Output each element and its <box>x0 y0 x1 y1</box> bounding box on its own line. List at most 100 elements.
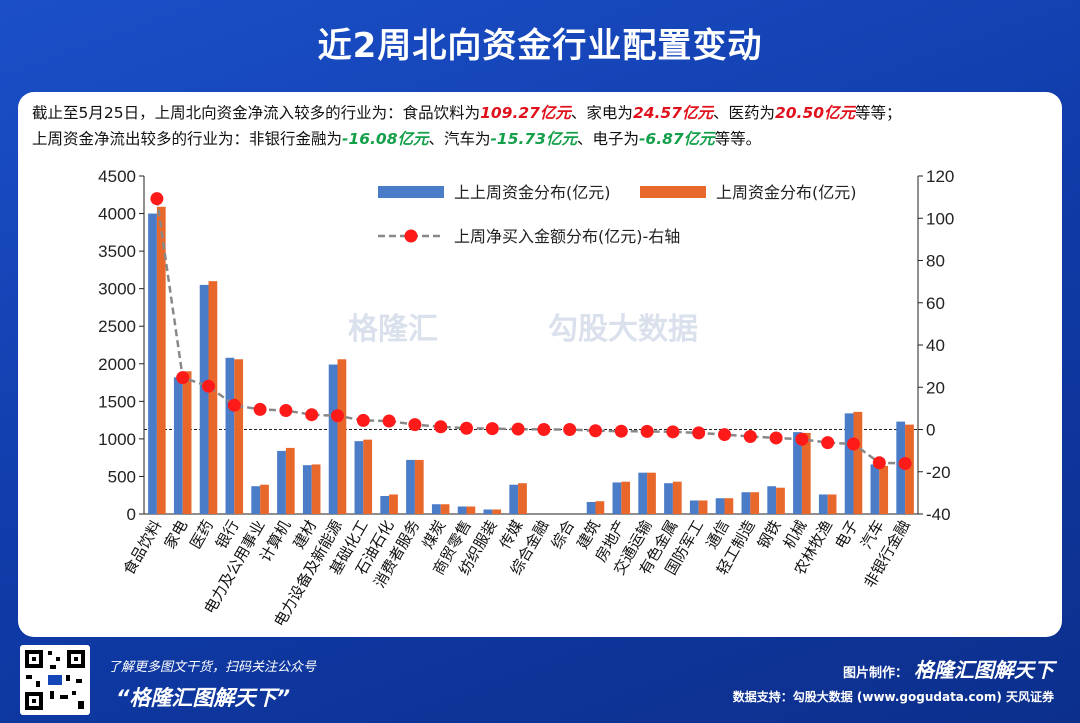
net-buy-point <box>305 408 319 422</box>
category-label: 食品饮料 <box>120 517 166 578</box>
inflow-value-2: 24.57亿元 <box>632 104 713 122</box>
net-buy-point <box>253 402 267 416</box>
summary-text-part: 、医药为 <box>712 104 775 122</box>
net-buy-point <box>202 379 215 393</box>
left-tick-label: 2500 <box>98 317 136 336</box>
outflow-value-2: -15.73亿元 <box>490 130 577 148</box>
net-buy-point <box>795 432 809 446</box>
net-buy-point <box>279 403 293 417</box>
net-buy-point <box>537 423 551 436</box>
legend-label-prev: 上上周资金分布(亿元) <box>454 183 611 202</box>
bar-last-week <box>260 484 269 514</box>
right-tick-label: 120 <box>926 167 954 186</box>
bar-last-week <box>414 459 424 514</box>
bar-last-week <box>724 498 734 514</box>
net-buy-point <box>718 428 731 442</box>
net-buy-point <box>589 424 602 438</box>
category-label: 钢铁 <box>754 517 785 552</box>
category-label: 家电 <box>161 517 192 552</box>
bar-prev-week <box>612 482 622 514</box>
left-tick-label: 4000 <box>98 205 136 224</box>
bar-last-week <box>156 206 166 514</box>
watermark-logo: 格隆汇 <box>348 312 438 347</box>
left-tick-label: 1000 <box>98 430 136 449</box>
summary-line-1: 截止至5月25日，上周北向资金净流入较多的行业为：食品饮料为109.27亿元、家… <box>32 100 1052 126</box>
bar-prev-week <box>741 492 751 514</box>
net-buy-point <box>563 423 577 436</box>
bar-prev-week <box>483 509 493 514</box>
bar-prev-week <box>431 504 441 514</box>
net-buy-point <box>511 422 525 436</box>
bar-last-week <box>827 494 837 514</box>
bar-prev-week <box>664 483 673 514</box>
bar-last-week <box>621 481 631 514</box>
category-label: 医药 <box>186 517 217 552</box>
footer-data-support: 数据支持：勾股大数据 (www.gogudata.com) 天风证券 <box>732 690 1054 704</box>
right-tick-label: 20 <box>926 378 945 397</box>
bar-last-week <box>311 464 321 514</box>
bar-last-week <box>879 465 889 514</box>
legend-swatch-prev <box>378 186 444 198</box>
legend-swatch-dot <box>404 229 418 243</box>
net-buy-point <box>356 413 370 427</box>
bar-prev-week <box>689 500 699 514</box>
legend-label-last: 上周资金分布(亿元) <box>716 183 857 202</box>
left-tick-label: 500 <box>108 467 136 486</box>
bar-last-week <box>518 483 527 514</box>
net-buy-point <box>382 414 396 428</box>
watermark-logo-2: 勾股大数据 <box>548 312 698 347</box>
outflow-value-1: -16.08亿元 <box>342 130 429 148</box>
bar-prev-week <box>638 472 648 514</box>
bar-prev-week <box>225 357 235 514</box>
net-buy-point <box>408 418 422 432</box>
right-tick-label: -40 <box>926 505 951 524</box>
right-tick-label: 80 <box>926 252 945 271</box>
summary-text-part: 、家电为 <box>570 104 633 122</box>
net-buy-point <box>666 425 680 439</box>
net-buy-point <box>227 398 241 412</box>
bar-last-week <box>698 500 708 514</box>
summary-text: 截止至5月25日，上周北向资金净流入较多的行业为：食品饮料为109.27亿元、家… <box>32 100 1052 152</box>
bar-prev-week <box>509 484 519 514</box>
bar-last-week <box>750 492 760 514</box>
summary-text-part: 、电子为 <box>576 130 639 148</box>
net-buy-point <box>460 421 473 435</box>
left-tick-label: 2000 <box>98 355 136 374</box>
legend-label-line: 上周净买入金额分布(亿元)-右轴 <box>454 227 680 246</box>
left-tick-label: 3000 <box>98 280 136 299</box>
net-buy-point <box>331 409 344 423</box>
net-buy-point <box>150 192 164 206</box>
bar-last-week <box>647 472 656 514</box>
net-buy-point <box>640 424 654 438</box>
summary-text-part: 、汽车为 <box>428 130 491 148</box>
outflow-value-3: -6.87亿元 <box>638 130 715 148</box>
left-tick-label: 3500 <box>98 242 136 261</box>
net-buy-point <box>847 437 860 451</box>
bar-prev-week <box>380 495 390 514</box>
bar-last-week <box>801 432 811 514</box>
left-tick-label: 4500 <box>98 167 136 186</box>
bar-last-week <box>285 447 295 514</box>
inflow-value-1: 109.27亿元 <box>480 104 571 122</box>
legend-swatch-last <box>640 186 706 198</box>
net-buy-point <box>614 424 628 438</box>
chart-card: 截止至5月25日，上周北向资金净流入较多的行业为：食品饮料为109.27亿元、家… <box>18 92 1062 637</box>
brand-logo: 格隆汇图解天下 <box>914 658 1054 682</box>
bar-last-week <box>672 481 682 514</box>
bar-last-week <box>905 424 914 514</box>
bar-last-week <box>389 494 398 514</box>
bar-prev-week <box>251 486 261 514</box>
right-tick-label: -20 <box>926 463 951 482</box>
bar-prev-week <box>715 498 725 514</box>
left-tick-label: 0 <box>127 505 136 524</box>
bar-prev-week <box>818 494 828 514</box>
bar-prev-week <box>302 465 312 514</box>
bar-last-week <box>363 439 373 514</box>
footer-slogan: “格隆汇图解天下” <box>116 686 291 710</box>
summary-text-part: 等等； <box>855 104 902 122</box>
bar-last-week <box>208 281 218 514</box>
bar-prev-week <box>457 506 467 514</box>
inflow-value-3: 20.50亿元 <box>774 104 856 122</box>
qr-code-icon <box>20 645 90 715</box>
net-buy-point <box>692 426 706 440</box>
